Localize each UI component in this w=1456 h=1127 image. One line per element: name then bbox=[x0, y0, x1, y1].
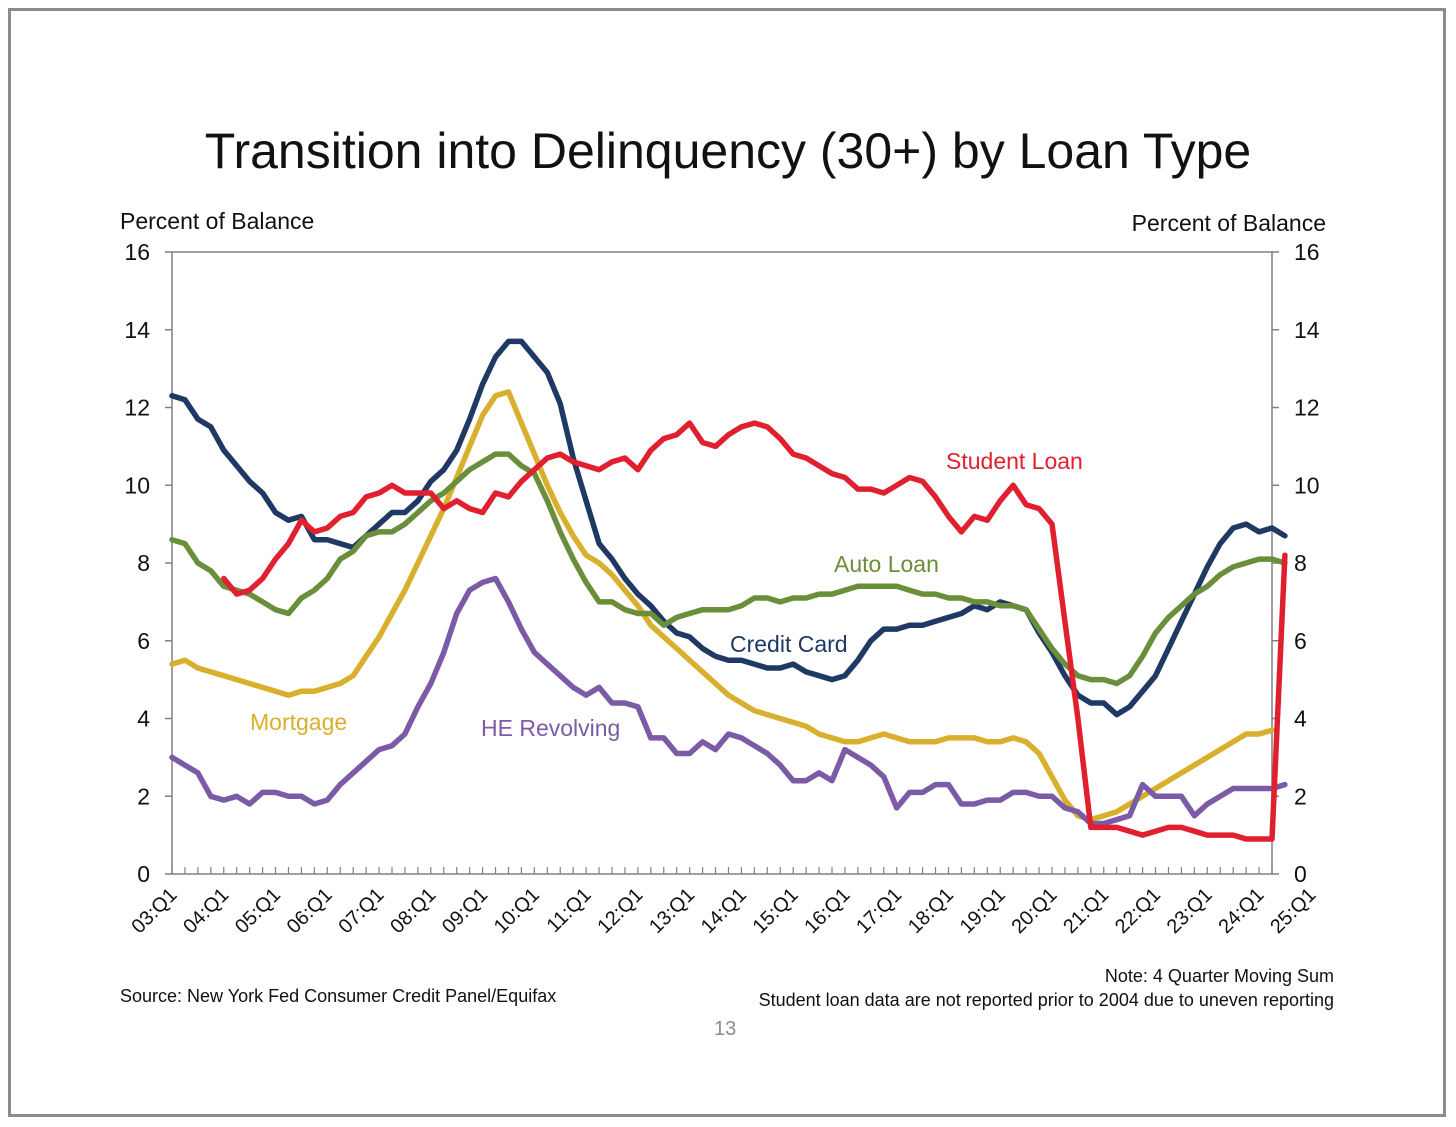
slide-frame bbox=[8, 8, 1446, 1117]
y-tick-label-left: 10 bbox=[124, 472, 150, 498]
x-tick-label: 11:Q1 bbox=[543, 884, 596, 937]
y-tick-label-left: 2 bbox=[137, 783, 150, 809]
x-tick-label: 16:Q1 bbox=[800, 884, 854, 938]
series-label-student-loan: Student Loan bbox=[946, 448, 1083, 474]
y-axis-label-right: Percent of Balance bbox=[1131, 210, 1326, 236]
x-tick-label: 25:Q1 bbox=[1266, 884, 1320, 938]
chart-title: Transition into Delinquency (30+) by Loa… bbox=[204, 123, 1252, 179]
y-tick-label-right: 8 bbox=[1294, 550, 1307, 576]
x-tick-label: 21:Q1 bbox=[1059, 884, 1113, 938]
y-tick-label-right: 16 bbox=[1294, 239, 1320, 265]
x-tick-label: 09:Q1 bbox=[438, 884, 492, 938]
series-label-credit-card: Credit Card bbox=[730, 631, 848, 657]
y-tick-label-right: 10 bbox=[1294, 472, 1320, 498]
y-tick-label-right: 14 bbox=[1294, 317, 1320, 343]
series-line-he-revolving bbox=[169, 575, 1288, 827]
x-tick-label: 15:Q1 bbox=[749, 884, 803, 938]
y-axis-label-left: Percent of Balance bbox=[120, 208, 315, 234]
x-tick-label: 19:Q1 bbox=[956, 884, 1010, 938]
x-tick-label: 03:Q1 bbox=[127, 884, 181, 938]
y-tick-label-left: 12 bbox=[124, 395, 150, 421]
x-tick-label: 22:Q1 bbox=[1111, 884, 1165, 938]
series-line-mortgage bbox=[169, 389, 1275, 823]
x-tick-label: 18:Q1 bbox=[904, 884, 958, 938]
source-note: Source: New York Fed Consumer Credit Pan… bbox=[120, 986, 557, 1006]
x-tick-label: 14:Q1 bbox=[697, 884, 751, 938]
y-tick-label-left: 0 bbox=[137, 861, 150, 887]
x-tick-label: 08:Q1 bbox=[386, 884, 440, 938]
moving-sum-note: Note: 4 Quarter Moving Sum bbox=[1104, 966, 1334, 986]
x-tick-label: 06:Q1 bbox=[283, 884, 337, 938]
series-line-credit-card bbox=[169, 338, 1288, 718]
student-loan-note: Student loan data are not reported prior… bbox=[758, 990, 1334, 1010]
series-label-he-revolving: HE Revolving bbox=[481, 715, 620, 741]
x-tick-label: 07:Q1 bbox=[335, 884, 389, 938]
y-tick-label-left: 16 bbox=[124, 239, 150, 265]
page-number: 13 bbox=[714, 1018, 737, 1040]
x-tick-label: 10:Q1 bbox=[490, 884, 544, 938]
y-tick-label-left: 14 bbox=[124, 317, 150, 343]
series-line-student-loan bbox=[221, 420, 1288, 842]
y-tick-label-right: 4 bbox=[1294, 706, 1307, 732]
x-tick-label: 04:Q1 bbox=[179, 884, 233, 938]
y-tick-label-left: 6 bbox=[137, 628, 150, 654]
x-tick-label: 17:Q1 bbox=[852, 884, 906, 938]
series-label-mortgage: Mortgage bbox=[250, 709, 347, 735]
x-tick-label: 23:Q1 bbox=[1163, 884, 1217, 938]
x-tick-label: 24:Q1 bbox=[1215, 884, 1269, 938]
x-tick-label: 13:Q1 bbox=[645, 884, 699, 938]
x-tick-label: 20:Q1 bbox=[1007, 884, 1061, 938]
series-label-auto-loan: Auto Loan bbox=[834, 551, 939, 577]
y-tick-label-right: 6 bbox=[1294, 628, 1307, 654]
series-line-auto-loan bbox=[169, 451, 1288, 687]
y-tick-label-left: 8 bbox=[137, 550, 150, 576]
x-tick-label: 05:Q1 bbox=[231, 884, 285, 938]
x-tick-label: 12:Q1 bbox=[593, 884, 647, 938]
y-tick-label-left: 4 bbox=[137, 706, 150, 732]
y-tick-label-right: 2 bbox=[1294, 783, 1307, 809]
y-tick-label-right: 12 bbox=[1294, 395, 1320, 421]
y-tick-label-right: 0 bbox=[1294, 861, 1307, 887]
